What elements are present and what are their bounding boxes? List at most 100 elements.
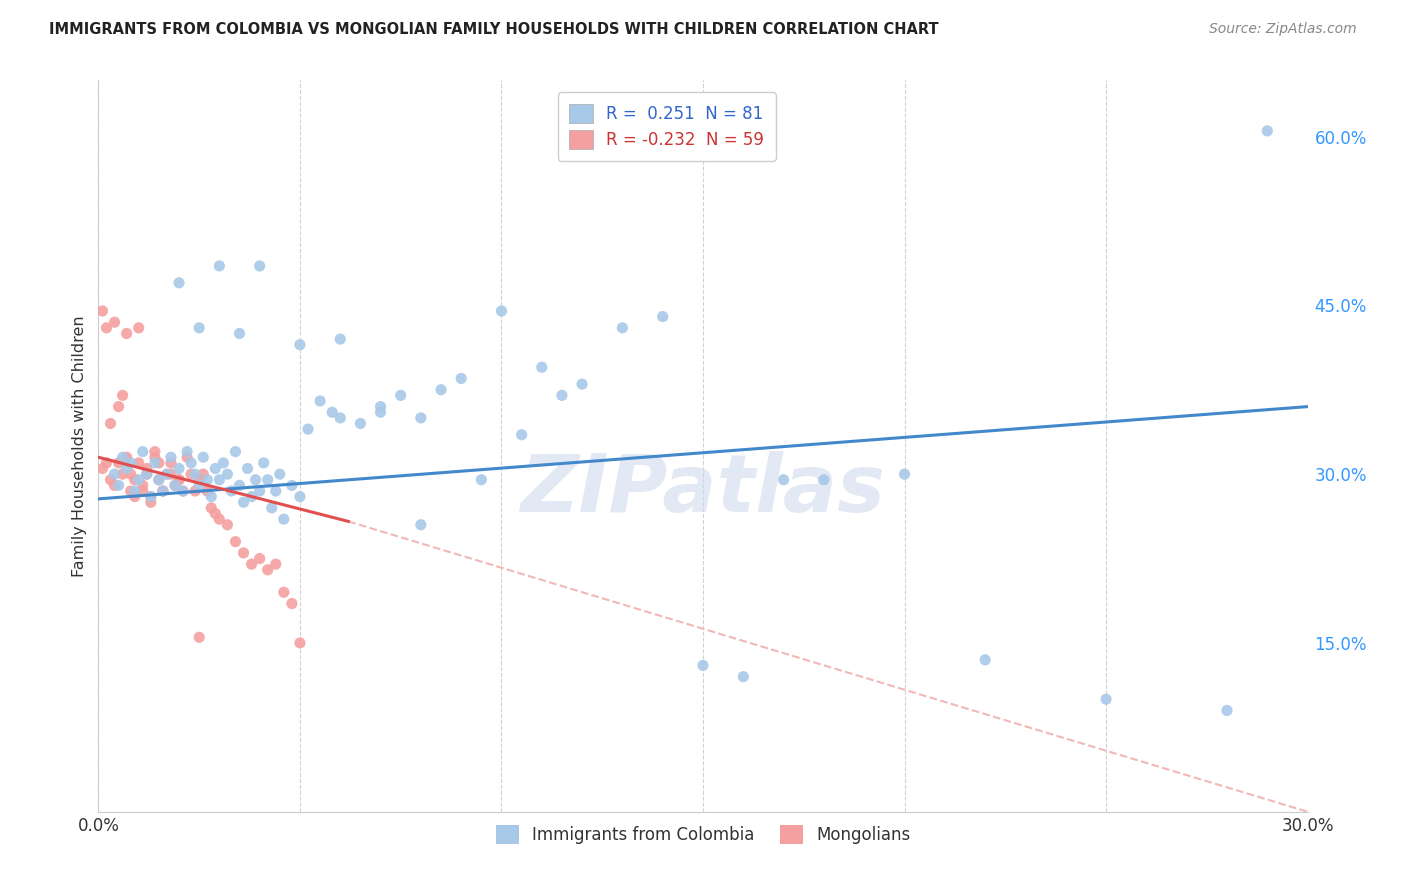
Point <box>156 467 179 482</box>
Point <box>132 483 155 498</box>
Point <box>188 321 211 335</box>
Text: IMMIGRANTS FROM COLOMBIA VS MONGOLIAN FAMILY HOUSEHOLDS WITH CHILDREN CORRELATIO: IMMIGRANTS FROM COLOMBIA VS MONGOLIAN FA… <box>49 22 939 37</box>
Point <box>193 467 215 482</box>
Point <box>115 326 138 341</box>
Point <box>163 478 186 492</box>
Point <box>91 461 114 475</box>
Point <box>100 473 122 487</box>
Point <box>128 321 150 335</box>
Point <box>180 456 202 470</box>
Text: ZIPatlas: ZIPatlas <box>520 450 886 529</box>
Point <box>450 371 472 385</box>
Point <box>256 563 278 577</box>
Point <box>115 450 138 465</box>
Point <box>184 467 207 482</box>
Point <box>772 473 794 487</box>
Point <box>228 478 250 492</box>
Legend: Immigrants from Colombia, Mongolians: Immigrants from Colombia, Mongolians <box>489 818 917 851</box>
Point <box>264 557 287 571</box>
Point <box>249 483 271 498</box>
Point <box>491 304 513 318</box>
Point <box>96 321 118 335</box>
Point <box>167 473 190 487</box>
Point <box>571 377 593 392</box>
Point <box>139 490 162 504</box>
Point <box>193 450 215 465</box>
Point <box>692 658 714 673</box>
Point <box>510 427 533 442</box>
Point <box>103 467 125 482</box>
Point <box>264 483 287 498</box>
Point <box>329 332 352 346</box>
Point <box>530 360 553 375</box>
Point <box>389 388 412 402</box>
Point <box>409 517 432 532</box>
Point <box>409 410 432 425</box>
Point <box>893 467 915 482</box>
Point <box>253 456 276 470</box>
Point <box>188 478 211 492</box>
Point <box>111 467 134 482</box>
Point <box>249 259 271 273</box>
Point <box>148 473 170 487</box>
Point <box>152 483 174 498</box>
Point <box>176 450 198 465</box>
Point <box>212 456 235 470</box>
Point <box>188 630 211 644</box>
Point <box>111 450 134 465</box>
Point <box>120 483 142 498</box>
Point <box>167 461 190 475</box>
Point <box>260 500 283 515</box>
Y-axis label: Family Households with Children: Family Households with Children <box>72 315 87 577</box>
Point <box>430 383 453 397</box>
Point <box>269 467 291 482</box>
Point <box>1095 692 1118 706</box>
Point <box>217 467 239 482</box>
Point <box>551 388 574 402</box>
Point <box>228 326 250 341</box>
Point <box>107 478 129 492</box>
Point <box>139 490 162 504</box>
Point <box>120 456 142 470</box>
Point <box>281 478 304 492</box>
Point <box>100 417 122 431</box>
Point <box>1216 703 1239 717</box>
Point <box>273 512 295 526</box>
Point <box>612 321 634 335</box>
Point <box>974 653 997 667</box>
Point <box>124 483 146 498</box>
Point <box>1256 124 1278 138</box>
Point <box>120 467 142 482</box>
Point <box>733 670 755 684</box>
Point <box>184 483 207 498</box>
Point <box>208 512 231 526</box>
Point <box>91 304 114 318</box>
Point <box>103 315 125 329</box>
Point <box>217 517 239 532</box>
Point <box>651 310 673 324</box>
Point <box>107 456 129 470</box>
Point <box>195 473 218 487</box>
Point <box>152 483 174 498</box>
Point <box>143 444 166 458</box>
Point <box>236 461 259 475</box>
Point <box>160 450 183 465</box>
Point <box>470 473 492 487</box>
Point <box>132 444 155 458</box>
Text: Source: ZipAtlas.com: Source: ZipAtlas.com <box>1209 22 1357 37</box>
Point <box>200 500 222 515</box>
Point <box>128 473 150 487</box>
Point <box>281 597 304 611</box>
Point <box>143 450 166 465</box>
Point <box>232 546 254 560</box>
Point <box>288 337 311 351</box>
Point <box>273 585 295 599</box>
Point <box>167 473 190 487</box>
Point <box>176 444 198 458</box>
Point <box>208 473 231 487</box>
Point <box>288 636 311 650</box>
Point <box>128 456 150 470</box>
Point <box>813 473 835 487</box>
Point <box>135 467 157 482</box>
Point <box>224 444 246 458</box>
